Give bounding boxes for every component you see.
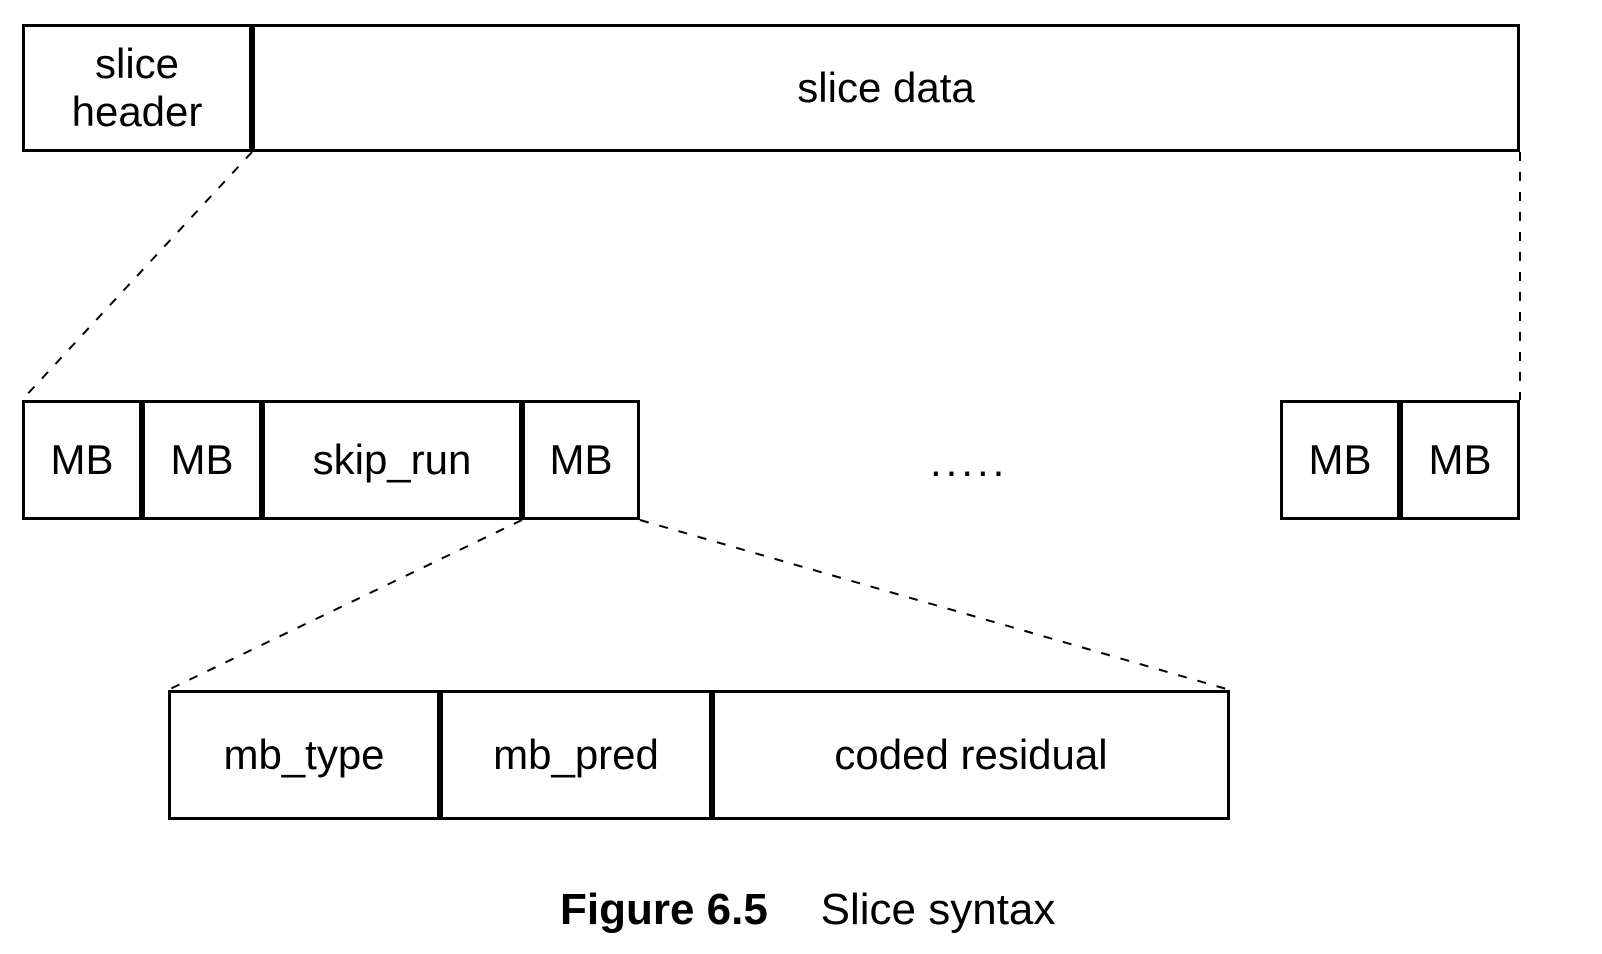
caption-prefix: Figure 6.5 [560,885,768,934]
dash-mb-to-detail-right [640,520,1230,690]
box-mb-pred: mb_pred [440,690,712,820]
label-slice-header: slice header [72,40,203,137]
caption-gap [768,885,821,935]
label-mb-pred: mb_pred [493,731,659,779]
label-coded-residual: coded residual [834,731,1107,779]
dash-mb-to-detail-left [168,520,522,690]
label-mb-3: MB [550,436,613,484]
box-coded-residual: coded residual [712,690,1230,820]
dash-slice-to-mb-left [22,152,252,400]
label-mb-5: MB [1429,436,1492,484]
label-mb-1: MB [51,436,114,484]
label-mb-4: MB [1309,436,1372,484]
diagram-stage: slice header slice data MB MB skip_run M… [0,0,1602,954]
box-mb-2: MB [142,400,262,520]
label-skip-run: skip_run [313,436,472,484]
box-skip-run: skip_run [262,400,522,520]
box-mb-5: MB [1400,400,1520,520]
label-mb-2: MB [171,436,234,484]
figure-caption: Figure 6.5 Slice syntax [560,885,1055,935]
label-mb-type: mb_type [223,731,384,779]
caption-text: Slice syntax [821,885,1056,934]
box-slice-header: slice header [22,24,252,152]
box-mb-1: MB [22,400,142,520]
box-mb-type: mb_type [168,690,440,820]
box-mb-3: MB [522,400,640,520]
box-slice-data: slice data [252,24,1520,152]
box-mb-4: MB [1280,400,1400,520]
ellipsis: ..... [930,438,1008,486]
label-slice-data: slice data [797,64,974,112]
